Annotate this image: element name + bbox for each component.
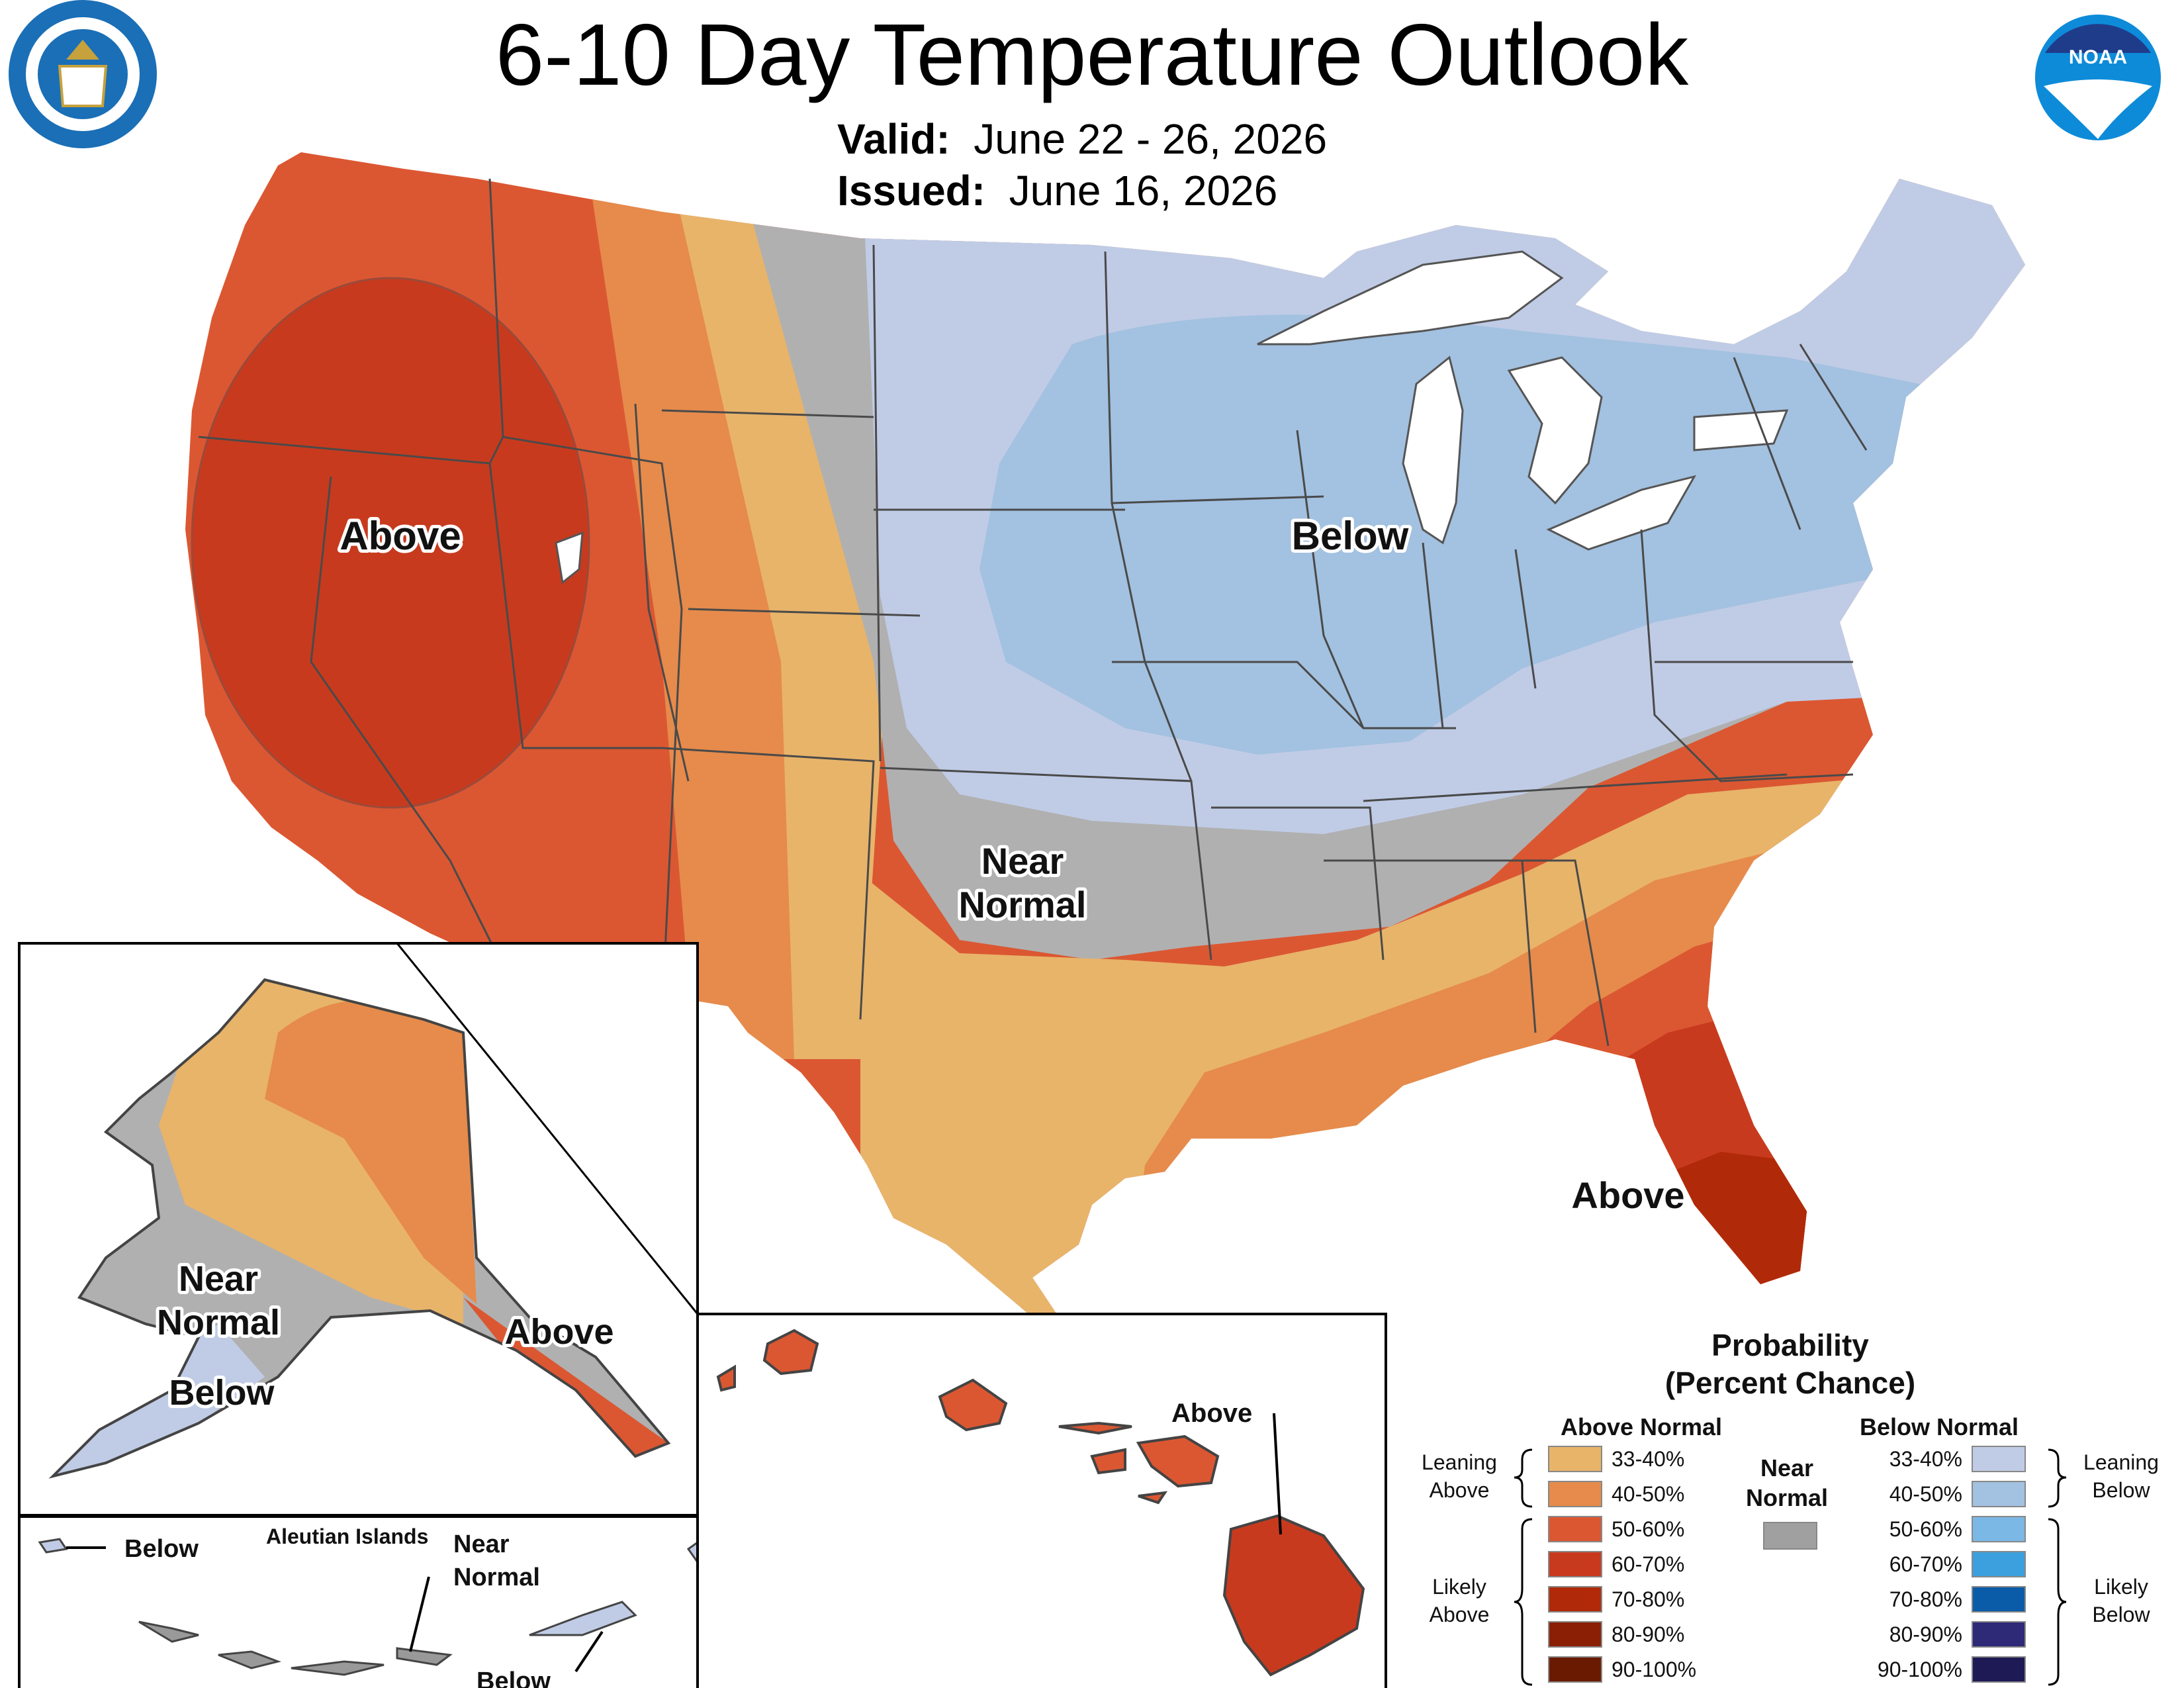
legend-below-range-2: 50-60% (1889, 1517, 1962, 1541)
legend-title-line1: Probability (1711, 1328, 1869, 1362)
valid-dates: June 22 - 26, 2026 (974, 115, 1328, 163)
noaa-logo-text: NOAA (2069, 46, 2127, 68)
legend-near-line1: Near (1760, 1454, 1813, 1481)
zone-below-40-50 (979, 314, 2025, 755)
legend-leaning-above-line2: Above (1430, 1478, 1490, 1502)
legend-leaning-above-line1: Leaning (1422, 1450, 1497, 1474)
legend-above-swatch-6 (1548, 1656, 1602, 1683)
legend-below-range-6: 90-100% (1878, 1658, 1962, 1681)
legend-likely-below-line2: Below (2092, 1603, 2150, 1626)
label-west-above: Above (340, 514, 461, 558)
label-aleutian-title: Aleutian Islands (266, 1524, 428, 1548)
legend-likely-above-line1: Likely (1432, 1575, 1486, 1599)
label-alaska-near: Near (179, 1259, 258, 1299)
legend-above-range-3: 60-70% (1612, 1552, 1684, 1576)
noaa-logo: NOAA (2035, 15, 2161, 140)
legend-above-range-2: 50-60% (1612, 1517, 1684, 1541)
legend-below-range-0: 33-40% (1889, 1447, 1962, 1471)
legend-above-range-6: 90-100% (1612, 1658, 1696, 1681)
label-alaska-above: Above (504, 1312, 614, 1352)
valid-line: Valid: June 22 - 26, 2026 (837, 114, 1327, 164)
label-aleutian-below-east: Below (477, 1667, 551, 1688)
legend-above-range-0: 33-40% (1612, 1447, 1684, 1471)
lake-erie (1546, 475, 1697, 551)
legend-leaning-below-line1: Leaning (2083, 1450, 2159, 1474)
label-hawaii-above: Above (1171, 1399, 1252, 1428)
legend-leaning-below-line2: Below (2092, 1478, 2150, 1502)
legend-below-swatch-4 (1972, 1586, 2026, 1613)
legend-above-swatch-5 (1548, 1621, 1602, 1648)
legend-below-swatch-1 (1972, 1481, 2026, 1507)
legend-below-swatch-2 (1972, 1516, 2026, 1542)
zone-above-60-70-west (191, 277, 590, 809)
legend-near-line2: Normal (1746, 1484, 1828, 1511)
legend-above-swatch-0 (1548, 1446, 1602, 1472)
alaska-inset (18, 942, 699, 1518)
legend-above-range-1: 40-50% (1612, 1482, 1684, 1506)
legend-above-header: Above Normal (1561, 1413, 1722, 1440)
legend-below-range-3: 60-70% (1889, 1552, 1962, 1576)
label-aleutian-normal: Normal (453, 1564, 540, 1591)
issued-line: Issued: June 16, 2026 (837, 165, 1277, 216)
map-title: 6-10 Day Temperature Outlook (495, 6, 1689, 103)
legend-above-rows: 33-40% 40-50% 50-60% 60-70% 70-80% 80-90% 90-1… (1548, 1446, 1696, 1683)
lake-huron (1507, 356, 1603, 505)
legend-below-swatch-3 (1972, 1551, 2026, 1577)
label-plains-near: Near (981, 840, 1064, 882)
legend: Probability (Percent Chance) Above Norma… (1422, 1328, 2159, 1686)
legend-below-swatch-0 (1972, 1446, 2026, 1472)
department-of-commerce-seal (9, 0, 157, 148)
zone-above-40-50-west (582, 152, 854, 1059)
great-salt-lake (555, 531, 584, 585)
label-alaska-below: Below (169, 1373, 275, 1413)
legend-above-swatch-4 (1548, 1586, 1602, 1613)
label-aleutian-below-west: Below (124, 1535, 199, 1563)
label-aleutian-near: Near (453, 1530, 510, 1558)
lake-ontario (1693, 409, 1789, 451)
issued-date: June 16, 2026 (1009, 167, 1278, 214)
lake-superior (1257, 250, 1564, 346)
legend-below-header: Below Normal (1860, 1413, 2019, 1440)
issued-label: Issued: (837, 167, 986, 214)
legend-above-range-5: 80-90% (1612, 1622, 1684, 1646)
label-alaska-normal: Normal (157, 1303, 280, 1342)
legend-near-swatch (1763, 1522, 1817, 1550)
label-midwest-below: Below (1292, 514, 1409, 558)
label-plains-normal: Normal (959, 884, 1087, 925)
lake-michigan (1402, 355, 1464, 545)
legend-below-range-5: 80-90% (1889, 1622, 1962, 1646)
legend-below-swatch-6 (1972, 1656, 2026, 1683)
legend-title-line2: (Percent Chance) (1665, 1366, 1915, 1400)
legend-below-swatch-5 (1972, 1621, 2026, 1648)
state-borders (198, 178, 1868, 1047)
legend-likely-above-line2: Above (1430, 1603, 1490, 1626)
zone-above-33-40-west (662, 152, 887, 1059)
legend-below-range-1: 40-50% (1889, 1482, 1962, 1506)
legend-above-swatch-3 (1548, 1551, 1602, 1577)
legend-below-rows: 33-40% 40-50% 50-60% 60-70% 70-80% 80-90% 90-1… (1878, 1446, 2026, 1683)
legend-likely-below-line1: Likely (2094, 1575, 2148, 1599)
hawaii-inset (696, 1313, 1387, 1688)
legend-above-range-4: 70-80% (1612, 1587, 1684, 1611)
valid-label: Valid: (837, 115, 950, 163)
legend-above-swatch-1 (1548, 1481, 1602, 1507)
legend-below-range-4: 70-80% (1889, 1587, 1962, 1611)
label-florida-above: Above (1571, 1174, 1684, 1216)
legend-above-swatch-2 (1548, 1516, 1602, 1542)
legend-braces (1514, 1448, 2067, 1686)
zone-above-60-70-florida (1602, 1006, 2025, 1317)
aleutian-inset (18, 1515, 699, 1688)
